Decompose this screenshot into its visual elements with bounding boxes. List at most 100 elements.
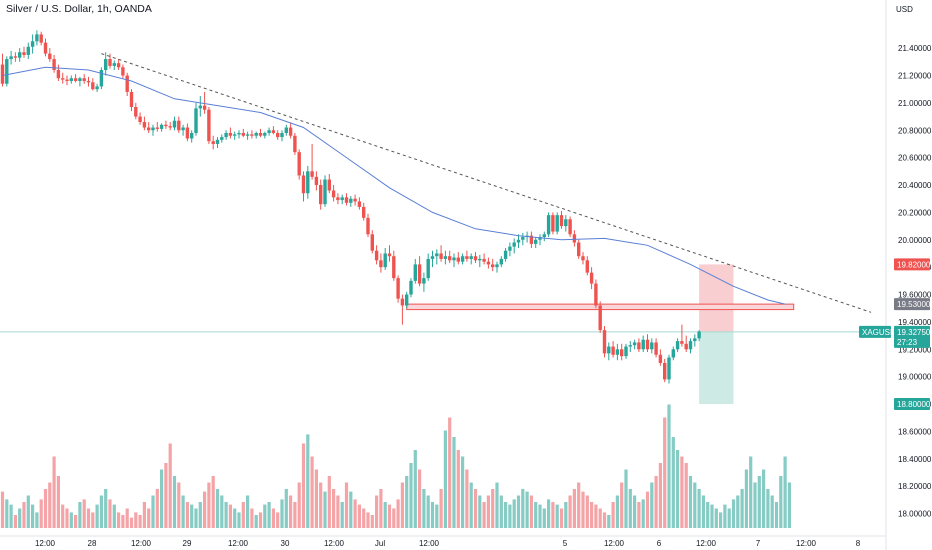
candle[interactable] [314, 171, 319, 191]
candle[interactable] [366, 213, 370, 238]
candle[interactable] [99, 67, 104, 90]
candle[interactable] [478, 254, 482, 268]
candle[interactable] [22, 46, 26, 58]
candle[interactable] [30, 34, 35, 54]
candle[interactable] [241, 128, 245, 138]
candle[interactable] [331, 185, 336, 202]
candle[interactable] [52, 54, 56, 73]
candle[interactable] [147, 122, 151, 133]
candle[interactable] [396, 275, 400, 303]
candle[interactable] [469, 253, 473, 265]
candle[interactable] [344, 193, 349, 206]
candle[interactable] [155, 122, 159, 132]
candle[interactable] [134, 102, 138, 120]
candle[interactable] [564, 215, 568, 232]
candle[interactable] [353, 194, 357, 206]
candle[interactable] [572, 230, 577, 247]
candle[interactable] [78, 76, 82, 87]
candle[interactable] [602, 326, 607, 358]
candle[interactable] [555, 212, 559, 235]
candle[interactable] [503, 247, 508, 262]
candle[interactable] [491, 258, 495, 272]
candle[interactable] [263, 131, 267, 139]
candle[interactable] [512, 238, 516, 254]
candle[interactable] [116, 59, 121, 71]
candle[interactable] [121, 64, 125, 79]
candle[interactable] [340, 194, 344, 205]
candle[interactable] [35, 30, 39, 46]
candle[interactable] [379, 253, 383, 273]
candle[interactable] [211, 135, 215, 150]
candle[interactable] [460, 253, 465, 265]
candle[interactable] [220, 134, 224, 143]
candle[interactable] [9, 50, 13, 65]
candle[interactable] [26, 42, 30, 60]
candle[interactable] [632, 339, 637, 350]
candle[interactable] [546, 212, 551, 238]
candle[interactable] [439, 245, 443, 262]
candle[interactable] [577, 239, 581, 259]
candle[interactable] [112, 60, 116, 71]
candle[interactable] [237, 130, 241, 139]
candle[interactable] [310, 143, 314, 180]
descending-trendline[interactable] [101, 53, 872, 313]
candle[interactable] [405, 291, 409, 309]
candle[interactable] [516, 234, 521, 248]
candle[interactable] [56, 64, 61, 81]
candle[interactable] [589, 267, 594, 290]
candle[interactable] [426, 253, 430, 281]
candle[interactable] [443, 250, 448, 265]
candle[interactable] [551, 212, 555, 235]
candles[interactable] [0, 30, 701, 384]
candle[interactable] [654, 338, 658, 358]
candle[interactable] [486, 257, 491, 269]
candle[interactable] [430, 250, 435, 268]
candle[interactable] [177, 116, 181, 133]
candle[interactable] [215, 137, 220, 149]
candle[interactable] [598, 301, 602, 333]
candle[interactable] [280, 130, 284, 142]
candle[interactable] [159, 123, 164, 132]
candle[interactable] [254, 131, 258, 139]
candle[interactable] [228, 127, 233, 139]
candle[interactable] [69, 75, 73, 84]
candle[interactable] [250, 130, 254, 139]
candle[interactable] [207, 106, 211, 144]
candle[interactable] [465, 250, 469, 262]
candle[interactable] [168, 122, 172, 131]
candle[interactable] [61, 72, 65, 84]
candle[interactable] [641, 335, 645, 353]
candle[interactable] [82, 74, 86, 84]
candle[interactable] [508, 242, 512, 257]
candle[interactable] [473, 252, 478, 264]
candle[interactable] [142, 116, 147, 131]
candle[interactable] [456, 252, 460, 265]
candle[interactable] [542, 231, 546, 242]
candle[interactable] [671, 346, 675, 361]
candle[interactable] [202, 91, 207, 114]
candle[interactable] [495, 261, 499, 273]
candle[interactable] [499, 256, 503, 268]
candle[interactable] [658, 349, 663, 366]
candle[interactable] [538, 234, 542, 246]
candle[interactable] [581, 252, 585, 265]
candle[interactable] [400, 294, 405, 325]
candle[interactable] [349, 195, 353, 207]
candle[interactable] [5, 56, 9, 87]
candle[interactable] [233, 131, 237, 140]
candle[interactable] [585, 256, 589, 276]
candle[interactable] [422, 272, 426, 292]
candle[interactable] [194, 102, 198, 136]
candle[interactable] [138, 112, 142, 125]
candle[interactable] [245, 131, 250, 140]
candle[interactable] [594, 279, 598, 309]
candle[interactable] [650, 338, 654, 354]
candle[interactable] [327, 174, 331, 194]
candle[interactable] [688, 338, 693, 354]
time-axis[interactable]: 12:00 28 12:00 29 12:00 30 12:00 Jul 12:00 5 12:00… [35, 539, 861, 548]
candle[interactable] [684, 335, 688, 353]
candle[interactable] [370, 230, 374, 254]
candle[interactable] [374, 245, 379, 265]
candle[interactable] [435, 249, 439, 265]
